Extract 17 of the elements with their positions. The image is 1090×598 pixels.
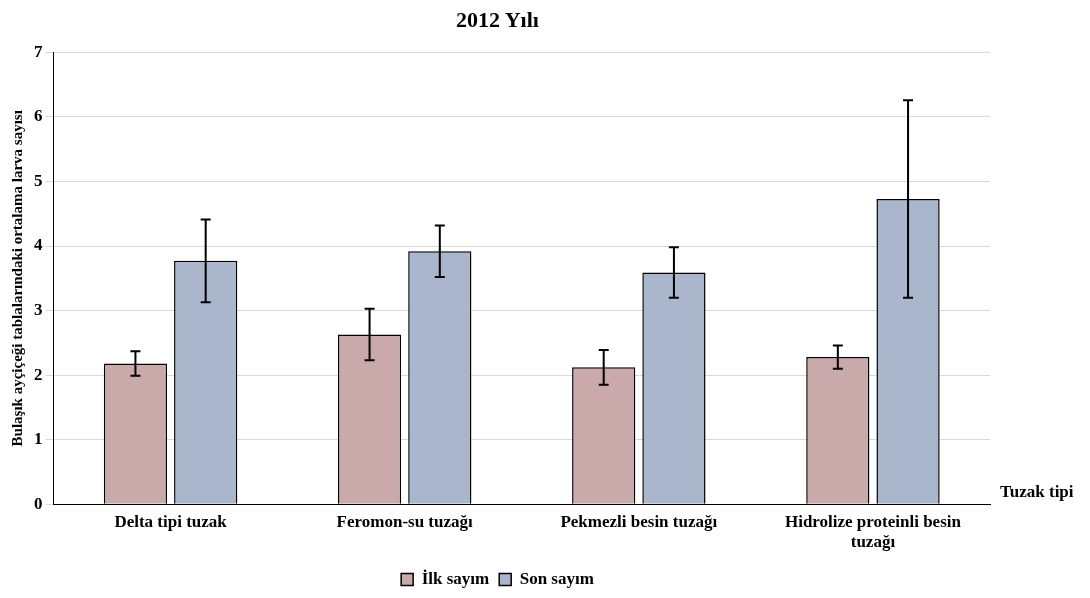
y-tick-label: 3 xyxy=(34,299,43,319)
y-axis-title: Bulaşık ayçiçeği tablalarındaki ortalama larva sayısı xyxy=(8,110,25,447)
y-tick-label: 7 xyxy=(34,41,43,61)
x-tick-label: Feromon-su tuzağı xyxy=(336,511,474,531)
x-tick-label: Delta tipi tuzak xyxy=(114,511,228,531)
x-tick-label: Hidrolize proteinli besin tuzağı xyxy=(784,511,962,552)
chart-title: 2012 Yılı xyxy=(456,6,539,32)
y-tick-label: 4 xyxy=(34,235,43,255)
x-axis-title: Tuzak tipi xyxy=(1000,481,1074,501)
legend-label: Son sayım xyxy=(519,568,594,588)
y-tick-label: 6 xyxy=(34,106,43,126)
y-tick-label: 2 xyxy=(34,364,43,384)
x-tick-label: Pekmezli besin tuzağı xyxy=(560,511,718,531)
y-tick-label: 5 xyxy=(34,170,43,190)
y-tick-label: 0 xyxy=(34,493,43,513)
legend-label: İlk sayım xyxy=(421,568,490,588)
y-tick-label: 1 xyxy=(34,429,43,449)
